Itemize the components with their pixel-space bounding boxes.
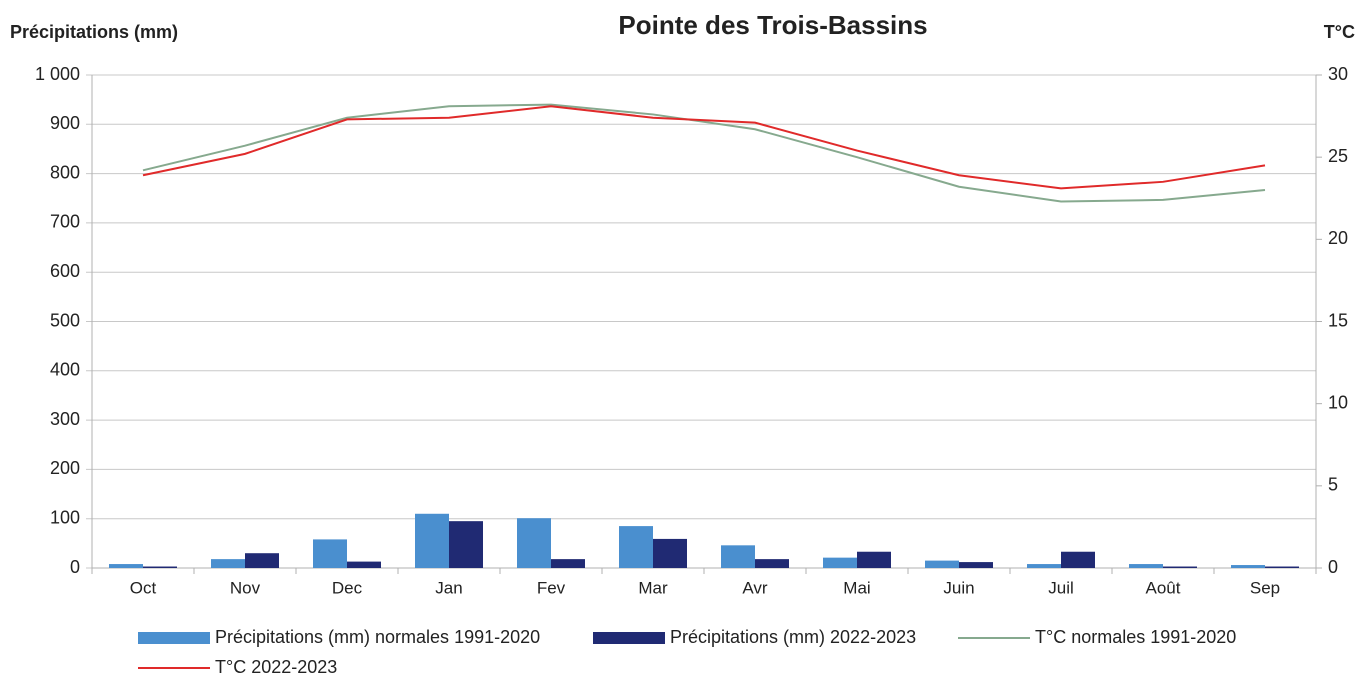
- y-tick-label: 800: [50, 162, 80, 182]
- bar: [619, 526, 653, 568]
- y2-tick-label: 0: [1328, 557, 1338, 577]
- line: [142, 105, 1266, 190]
- y2-tick-label: 15: [1328, 310, 1348, 330]
- y2-tick-label: 25: [1328, 146, 1348, 166]
- bar: [313, 539, 347, 568]
- bar: [959, 562, 993, 568]
- y-tick-label: 400: [50, 360, 80, 380]
- y-tick-label: 1 000: [35, 64, 80, 84]
- bar: [823, 557, 857, 568]
- x-tick-label: Juin: [943, 578, 974, 597]
- bar: [143, 566, 177, 568]
- y-axis-title: Précipitations (mm): [10, 22, 178, 42]
- x-tick-label: Nov: [230, 578, 261, 597]
- bar: [1027, 564, 1061, 568]
- x-tick-label: Mai: [843, 578, 870, 597]
- y-tick-label: 100: [50, 507, 80, 527]
- y-tick-label: 700: [50, 212, 80, 232]
- legend-swatch: [138, 632, 210, 644]
- bar: [1265, 566, 1299, 568]
- bar: [755, 559, 789, 568]
- legend-label: T°C normales 1991-2020: [1035, 627, 1236, 647]
- x-tick-label: Sep: [1250, 578, 1280, 597]
- x-tick-label: Août: [1146, 578, 1181, 597]
- bar: [857, 551, 891, 568]
- bar: [347, 561, 381, 568]
- bar: [925, 560, 959, 568]
- y2-tick-label: 20: [1328, 228, 1348, 248]
- y2-axis-title: T°C: [1324, 22, 1355, 42]
- x-tick-label: Dec: [332, 578, 363, 597]
- bar: [653, 538, 687, 568]
- chart-title: Pointe des Trois-Bassins: [618, 10, 927, 40]
- line: [142, 103, 1266, 203]
- x-tick-label: Fev: [537, 578, 566, 597]
- bar: [1129, 564, 1163, 568]
- y-tick-label: 0: [70, 557, 80, 577]
- bar: [1061, 551, 1095, 568]
- y2-tick-label: 10: [1328, 392, 1348, 412]
- bar: [551, 559, 585, 568]
- bar: [449, 521, 483, 568]
- y-tick-label: 300: [50, 409, 80, 429]
- y-tick-label: 200: [50, 458, 80, 478]
- x-tick-label: Oct: [130, 578, 157, 597]
- y-tick-label: 900: [50, 113, 80, 133]
- y-tick-label: 500: [50, 310, 80, 330]
- x-tick-label: Mar: [638, 578, 668, 597]
- legend-label: T°C 2022-2023: [215, 657, 337, 675]
- y2-tick-label: 30: [1328, 64, 1348, 84]
- bar: [245, 553, 279, 568]
- bar: [211, 559, 245, 568]
- x-tick-label: Avr: [742, 578, 768, 597]
- bar: [517, 518, 551, 568]
- bar: [1231, 565, 1265, 568]
- bar: [721, 545, 755, 568]
- bar: [415, 513, 449, 568]
- x-tick-label: Jan: [435, 578, 462, 597]
- x-tick-label: Juil: [1048, 578, 1074, 597]
- y2-tick-label: 5: [1328, 475, 1338, 495]
- legend-swatch: [593, 632, 665, 644]
- legend-label: Précipitations (mm) 2022-2023: [670, 627, 916, 647]
- bar: [1163, 566, 1197, 568]
- legend-label: Précipitations (mm) normales 1991-2020: [215, 627, 540, 647]
- bar: [109, 564, 143, 568]
- y-tick-label: 600: [50, 261, 80, 281]
